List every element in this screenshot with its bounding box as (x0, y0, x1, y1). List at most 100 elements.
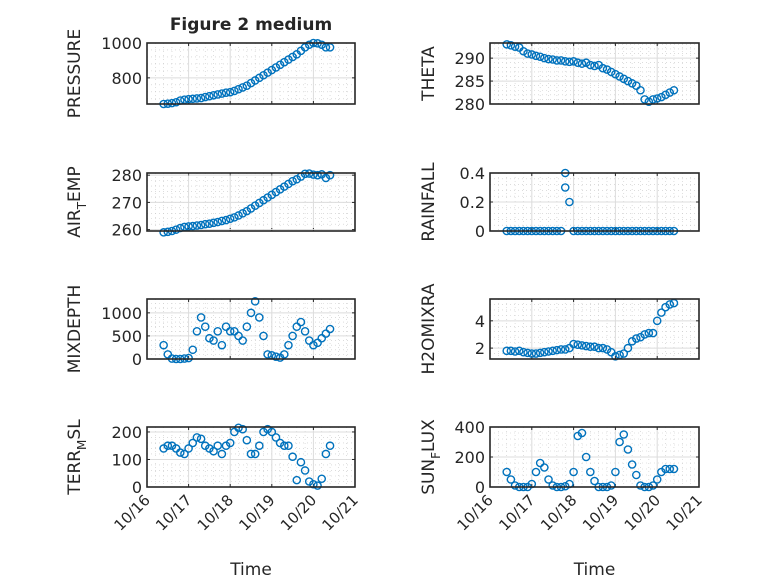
data-point (279, 441, 289, 451)
data-point (205, 333, 214, 343)
data-point (213, 441, 223, 451)
data-point (644, 97, 654, 107)
data-point (560, 345, 570, 354)
subplot-h2omixra: 2 4 H2OMIXRA (419, 283, 700, 375)
data-point (213, 90, 223, 99)
subplot-mixdepth: 0 500 1000 MIXDEPTH (65, 285, 356, 373)
data-point (548, 55, 558, 64)
data-point (267, 427, 277, 437)
data-point (309, 340, 318, 350)
subplot-rainfall: 0 0.2 0.4 RAINFALL (419, 162, 700, 242)
y-axis-label: AIRTEMP (65, 166, 89, 237)
y-tick-label: 0.2 (460, 193, 485, 212)
x-tick-label: 10/20 (621, 491, 664, 534)
y-tick-label: 200 (111, 423, 142, 442)
data-point (238, 209, 247, 218)
data-point (288, 331, 297, 341)
data-point (506, 40, 516, 50)
data-point (271, 433, 281, 442)
data-point (519, 46, 528, 56)
data-point (230, 213, 239, 222)
data-point (619, 349, 629, 358)
y-tick-label: 100 (111, 450, 142, 469)
y-axis-label: H2OMIXRA (419, 283, 439, 374)
data-point (300, 169, 310, 179)
data-point (623, 445, 633, 454)
data-point (527, 349, 537, 358)
data-point (540, 347, 549, 357)
y-axis-label: PRESSURE (65, 29, 85, 118)
data-point (560, 57, 570, 66)
y-tick-label: 290 (454, 49, 485, 68)
data-point (209, 218, 218, 228)
x-tick-label: 10/16 (111, 491, 154, 534)
data-point (611, 351, 620, 361)
subplot-pressure: 800 1000 PRESSURE (65, 29, 356, 118)
data-point (200, 219, 210, 229)
data-point (535, 348, 545, 358)
data-point (255, 313, 264, 322)
data-point (544, 54, 553, 64)
data-point (175, 448, 185, 457)
data-point (523, 348, 532, 358)
data-point (514, 346, 524, 356)
data-point (238, 83, 247, 92)
data-point (598, 343, 608, 353)
y-axis-label: SUNFLUX (419, 419, 443, 495)
data-point (217, 449, 227, 459)
x-axis-label: Time (573, 560, 616, 580)
data-point (200, 322, 210, 331)
data-point (569, 57, 578, 66)
data-point (531, 349, 541, 358)
data-point (510, 347, 520, 356)
axes-box (146, 172, 356, 232)
data-point (623, 343, 633, 353)
data-point (313, 481, 322, 490)
data-point (246, 449, 256, 459)
data-point (279, 350, 289, 359)
data-point (184, 444, 193, 453)
axes-box (146, 42, 356, 105)
data-point (548, 481, 558, 490)
axes-box (489, 172, 700, 232)
data-point (250, 449, 260, 459)
data-point (590, 342, 599, 352)
data-point (163, 441, 173, 451)
data-point (652, 94, 662, 103)
data-point (288, 452, 297, 462)
y-tick-label: 260 (111, 221, 142, 240)
y-tick-label: 2 (475, 339, 485, 358)
data-point (506, 346, 516, 356)
data-point (577, 59, 587, 68)
data-point (196, 93, 206, 103)
y-tick-label: 270 (111, 193, 142, 212)
data-point (586, 60, 595, 70)
y-tick-label: 0 (132, 350, 142, 369)
data-point (325, 324, 335, 334)
y-tick-label: 1000 (101, 34, 142, 53)
data-point (586, 342, 595, 352)
subplot-air-temp: 260 270 280 AIRTEMP (65, 166, 356, 240)
data-point (321, 449, 331, 459)
data-point (184, 222, 193, 231)
data-point (619, 74, 629, 84)
data-point (225, 87, 235, 97)
data-point (648, 481, 658, 490)
y-tick-label: 0 (475, 478, 485, 497)
data-point (167, 98, 177, 108)
y-tick-label: 400 (454, 418, 485, 437)
data-point (636, 481, 645, 490)
data-point (510, 481, 520, 490)
data-point (309, 479, 318, 489)
data-point (271, 352, 281, 361)
y-tick-label: 4 (475, 312, 485, 331)
axes-box (489, 42, 700, 105)
data-point (623, 76, 633, 86)
y-tick-label: 500 (111, 327, 142, 346)
x-tick-label: 10/20 (277, 491, 320, 534)
data-point (238, 424, 247, 434)
data-point (292, 475, 302, 485)
data-point (171, 225, 181, 234)
data-point (590, 476, 599, 486)
